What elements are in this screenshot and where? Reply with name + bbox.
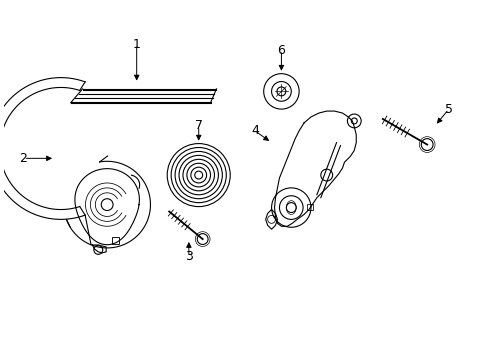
- Bar: [112, 237, 119, 244]
- Text: 2: 2: [20, 152, 27, 165]
- Text: 3: 3: [184, 250, 192, 263]
- Text: 7: 7: [194, 120, 203, 132]
- Text: 5: 5: [444, 103, 452, 116]
- Text: 1: 1: [132, 38, 141, 51]
- Text: 6: 6: [277, 44, 285, 57]
- Text: 4: 4: [250, 124, 258, 137]
- Bar: [306, 204, 312, 210]
